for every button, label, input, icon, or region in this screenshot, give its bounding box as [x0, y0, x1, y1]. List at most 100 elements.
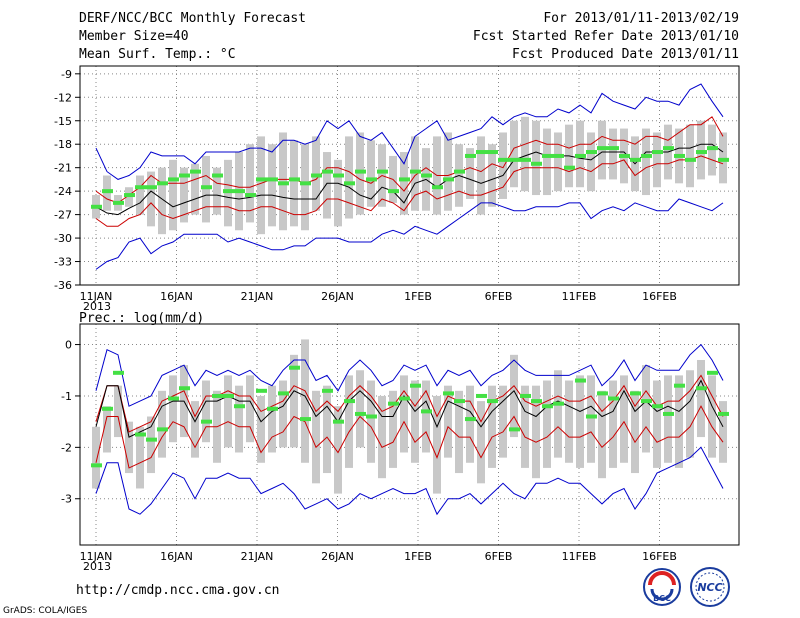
spread-box: [422, 380, 430, 453]
spread-box: [620, 375, 628, 463]
series-upper: [95, 116, 724, 204]
variable-label: Mean Surf. Temp.: °C: [79, 47, 236, 62]
observed-mark: [465, 153, 476, 158]
spread-box: [444, 132, 452, 211]
observed-mark: [487, 399, 498, 404]
spread-box: [675, 375, 683, 468]
spread-box: [576, 375, 584, 468]
x-tick-label: 21JAN: [241, 550, 274, 563]
observed-mark: [256, 177, 267, 182]
x-tick-label: 11JAN: [80, 550, 113, 563]
spread-box: [686, 124, 694, 188]
y-tick-label: -21: [54, 162, 72, 175]
spread-box: [290, 140, 298, 227]
spread-box: [268, 144, 276, 227]
spread-box: [488, 144, 496, 207]
y-tick-label: -9: [61, 68, 72, 81]
observed-mark: [410, 383, 421, 388]
y-tick-label: -18: [54, 138, 72, 151]
x-year-label: 2013: [83, 560, 111, 573]
y-tick-label: -36: [54, 279, 72, 292]
spread-box: [92, 426, 100, 489]
logos: BCC NCC: [643, 567, 730, 607]
y-tick-label: -15: [54, 115, 72, 128]
observed-mark: [366, 177, 377, 182]
spread-box: [697, 359, 705, 438]
observed-mark: [597, 391, 608, 396]
x-tick-label: 16JAN: [160, 550, 193, 563]
series-lower: [95, 155, 724, 227]
spread-box: [499, 132, 507, 199]
x-tick-label: 26JAN: [321, 550, 354, 563]
spread-box: [400, 152, 408, 215]
observed-mark: [179, 173, 190, 178]
observed-mark: [102, 189, 113, 194]
observed-mark: [223, 393, 234, 398]
observed-mark: [586, 414, 597, 419]
spread-box: [609, 128, 617, 180]
observed-mark: [322, 169, 333, 174]
spread-box: [433, 395, 441, 494]
spread-box: [147, 416, 155, 474]
source-url[interactable]: http://cmdp.ncc.cma.gov.cn: [76, 583, 280, 598]
observed-mark: [421, 173, 432, 178]
observed-mark: [630, 157, 641, 162]
observed-mark: [652, 150, 663, 155]
observed-mark: [443, 177, 454, 182]
bcc-logo-icon: BCC: [643, 568, 681, 606]
spread-box: [301, 339, 309, 463]
series-mean: [95, 379, 724, 438]
observed-mark: [718, 157, 729, 162]
spread-box: [510, 354, 518, 438]
spread-box: [653, 380, 661, 468]
refer-date: Fcst Started Refer Date 2013/01/10: [472, 29, 739, 44]
spread-box: [235, 385, 243, 453]
spread-box: [191, 401, 199, 458]
observed-mark: [344, 399, 355, 404]
spread-box: [543, 380, 551, 468]
observed-mark: [641, 399, 652, 404]
spread-box: [246, 375, 254, 443]
produced-date: Fcst Produced Date 2013/01/11: [512, 47, 739, 62]
spread-box: [367, 380, 375, 463]
observed-mark: [179, 386, 190, 391]
spread-box: [202, 380, 210, 443]
observed-mark: [619, 153, 630, 158]
x-tick-label: 1FEB: [404, 290, 432, 303]
spread-box: [103, 406, 111, 453]
observed-mark: [212, 393, 223, 398]
observed-mark: [388, 401, 399, 406]
spread-box: [136, 175, 144, 215]
x-tick-label: 11FEB: [562, 290, 597, 303]
observed-mark: [696, 150, 707, 155]
observed-mark: [168, 177, 179, 182]
observed-mark: [344, 181, 355, 186]
observed-mark: [465, 417, 476, 422]
spread-box: [312, 390, 320, 484]
grads-credit: GrADS: COLA/IGES: [3, 606, 88, 616]
spread-box: [257, 395, 265, 463]
x-tick-label: 26JAN: [321, 290, 354, 303]
spread-box: [664, 375, 672, 463]
spread-box: [191, 163, 199, 215]
spread-box: [114, 385, 122, 438]
spread-box: [554, 132, 562, 192]
series-min: [95, 198, 724, 270]
observed-mark: [443, 391, 454, 396]
observed-mark: [718, 411, 729, 416]
observed-mark: [300, 181, 311, 186]
spread-box: [532, 385, 540, 479]
observed-mark: [498, 157, 509, 162]
spread-box: [323, 152, 331, 219]
observed-mark: [575, 378, 586, 383]
observed-mark: [410, 169, 421, 174]
observed-mark: [707, 146, 718, 151]
observed-mark: [322, 388, 333, 393]
spread-box: [169, 375, 177, 443]
y-tick-label: -33: [54, 256, 72, 269]
observed-mark: [223, 189, 234, 194]
observed-mark: [707, 370, 718, 375]
spread-box: [521, 385, 529, 468]
observed-mark: [333, 173, 344, 178]
spread-box: [532, 120, 540, 196]
